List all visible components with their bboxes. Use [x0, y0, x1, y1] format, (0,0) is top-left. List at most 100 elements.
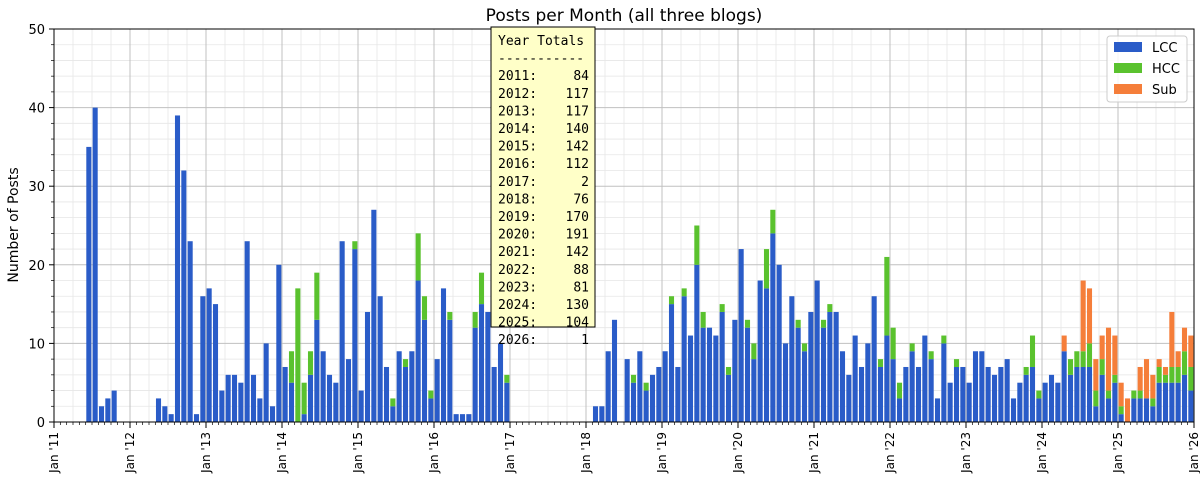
annotation-total: 117	[566, 104, 589, 119]
bar-lcc	[675, 366, 681, 422]
bar-sub	[1105, 327, 1112, 391]
bar-hcc	[1099, 359, 1105, 375]
bar-lcc	[1181, 374, 1188, 422]
bar-lcc	[459, 414, 466, 422]
annotation-total: 76	[573, 192, 589, 207]
bar-sub	[1143, 359, 1150, 399]
annotation-year: 2018:	[498, 192, 537, 207]
bar-lcc	[364, 311, 371, 422]
bar-lcc	[383, 366, 390, 422]
bar-lcc	[700, 327, 706, 422]
bar-lcc	[852, 335, 858, 422]
bar-hcc	[1181, 351, 1188, 375]
bar-lcc	[98, 406, 105, 422]
bar-lcc	[282, 366, 288, 422]
bar-hcc	[694, 225, 700, 265]
bar-lcc	[903, 366, 909, 422]
annotation-year: 2012:	[498, 87, 537, 102]
bar-lcc	[839, 351, 846, 422]
bar-lcc	[377, 296, 383, 422]
annotation-year: 2019:	[498, 210, 537, 225]
bar-lcc	[1162, 382, 1169, 422]
bar-sub	[1181, 327, 1188, 352]
y-axis-label: Number of Posts	[6, 167, 22, 282]
bar-lcc	[263, 343, 269, 422]
bar-lcc	[763, 288, 770, 422]
bar-lcc	[352, 249, 358, 422]
bar-lcc	[1036, 398, 1042, 422]
x-tick-label: Jan '14	[275, 432, 289, 474]
bar-lcc	[1169, 382, 1175, 422]
bar-lcc	[250, 374, 257, 422]
annotation-year: 2020:	[498, 228, 537, 243]
x-tick-label: Jan '11	[47, 432, 61, 474]
annotation-year: 2016:	[498, 157, 537, 172]
bar-lcc	[1004, 359, 1010, 422]
bar-lcc	[928, 359, 934, 422]
bar-lcc	[345, 359, 352, 422]
bar-lcc	[915, 366, 922, 422]
x-tick-label: Jan '25	[1111, 432, 1125, 474]
annotation-total: 191	[566, 228, 589, 243]
x-tick-label: Jan '18	[579, 432, 593, 474]
bar-lcc	[92, 107, 98, 422]
bar-lcc	[155, 398, 162, 422]
bar-lcc	[86, 146, 92, 422]
annotation-year: 2026:	[498, 333, 537, 348]
bar-hcc	[1112, 374, 1118, 383]
bar-lcc	[941, 343, 947, 422]
bar-lcc	[808, 311, 814, 422]
bar-lcc	[656, 366, 662, 422]
bar-lcc	[339, 241, 345, 422]
bar-lcc	[732, 319, 738, 422]
bar-lcc	[1137, 398, 1143, 422]
bar-lcc	[605, 351, 611, 422]
legend-label-lcc: LCC	[1152, 41, 1177, 56]
bar-hcc	[827, 304, 833, 312]
bar-lcc	[681, 296, 687, 422]
bars-group	[86, 107, 1194, 423]
bar-lcc	[1042, 382, 1048, 422]
bar-hcc	[1036, 390, 1042, 399]
bar-lcc	[662, 351, 668, 422]
bar-lcc	[776, 264, 782, 422]
bar-hcc	[801, 343, 808, 352]
bar-lcc	[694, 264, 700, 422]
bar-lcc	[181, 170, 187, 422]
bar-lcc	[371, 209, 377, 422]
annotation-year: 2013:	[498, 104, 537, 119]
bar-lcc	[206, 288, 212, 422]
bar-lcc	[985, 366, 991, 422]
legend-swatch-hcc	[1114, 63, 1142, 73]
bar-hcc	[630, 374, 637, 383]
annotation-year: 2023:	[498, 280, 537, 295]
bar-lcc	[1029, 366, 1036, 422]
bar-sub	[1112, 335, 1118, 375]
bar-lcc	[276, 264, 282, 422]
bar-lcc	[1175, 382, 1181, 422]
bar-hcc	[941, 335, 947, 344]
bar-lcc	[795, 327, 801, 422]
bar-lcc	[409, 351, 415, 422]
bar-lcc	[713, 335, 719, 422]
bar-lcc	[1112, 382, 1118, 422]
bar-lcc	[212, 304, 219, 422]
bar-lcc	[611, 319, 618, 422]
y-tick-label: 50	[28, 23, 45, 38]
bar-hcc	[719, 304, 725, 312]
bar-hcc	[1150, 398, 1156, 407]
legend-swatch-lcc	[1114, 42, 1142, 52]
annotation-total: 81	[573, 280, 589, 295]
year-totals-box: Year Totals ----------- 2011: 84 2012: 117 201…	[490, 26, 596, 348]
bar-lcc	[1105, 398, 1112, 422]
x-tick-label: Jan '21	[807, 432, 821, 474]
x-tick-label: Jan '22	[883, 432, 897, 474]
annotation-year: 2022:	[498, 263, 537, 278]
bar-lcc	[238, 382, 244, 422]
bar-lcc	[846, 374, 852, 422]
bar-lcc	[193, 414, 200, 422]
bar-lcc	[485, 311, 491, 422]
bar-lcc	[820, 327, 827, 422]
